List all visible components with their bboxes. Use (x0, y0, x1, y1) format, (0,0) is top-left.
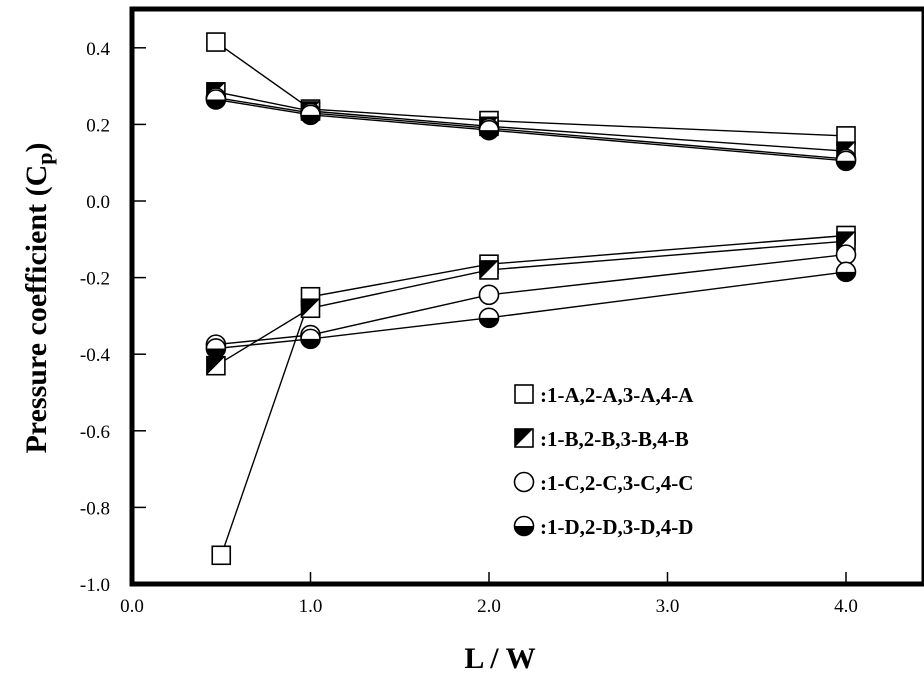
y-axis-title: Pressure coefficient (Cp) (20, 142, 57, 453)
series-line-upper-circle-open (215, 96, 847, 160)
y-tick-label: -1.0 (80, 575, 110, 596)
marker-circle-fill (479, 130, 499, 140)
data-point-upper-square-open (206, 32, 226, 52)
marker-square-fill (515, 429, 533, 447)
y-tick-label: 0.0 (86, 192, 110, 213)
legend-label: :1-C,2-C,3-C,4-C (540, 471, 693, 495)
data-point-upper-circle-half (205, 89, 227, 110)
marker-circle-fill (301, 114, 320, 125)
marker-circle-fill (836, 271, 856, 282)
data-point-upper-circle-half (835, 150, 857, 172)
series-line-upper-circle-half (215, 98, 847, 162)
data-point-lower-circle-half (300, 328, 321, 350)
data-point-lower-circle-half (205, 338, 227, 359)
data-point-lower-circle-half (835, 261, 857, 283)
y-tick-label: -0.6 (80, 422, 110, 443)
marker-circle-fill (206, 348, 226, 358)
marker-circle-fill (514, 526, 534, 536)
x-tick-label: 4.0 (834, 596, 858, 617)
data-point-lower-square-half (206, 355, 226, 376)
legend-label: :1-D,2-D,3-D,4-D (540, 515, 693, 539)
y-tick-label: -0.8 (80, 498, 110, 519)
marker-circle-fill (206, 99, 226, 110)
marker-circle-fill (479, 317, 499, 328)
y-tick-label: 0.4 (86, 39, 110, 60)
legend-marker-circle-half (513, 515, 535, 537)
legend-marker-square-half (514, 428, 534, 448)
marker-circle-fill (836, 160, 856, 171)
data-point-lower-square-half (479, 260, 499, 280)
legend-label: :1-B,2-B,3-B,4-B (540, 427, 689, 451)
series-line-upper-square-half (215, 91, 847, 152)
marker-square-fill (480, 260, 498, 279)
data-point-upper-circle-half (478, 119, 500, 141)
y-tick-label: -0.2 (80, 269, 110, 290)
series-line-lower-circle-open (215, 253, 847, 346)
legend: :1-A,2-A,3-A,4-A :1-B,2-B,3-B,4-B :1-C,2-C… (513, 383, 694, 539)
legend-label: :1-A,2-A,3-A,4-A (540, 383, 694, 407)
y-tick-label: -0.4 (80, 345, 111, 366)
markers (205, 32, 857, 566)
marker-square-fill (301, 299, 320, 318)
x-tick-label: 2.0 (477, 596, 501, 617)
x-axis-title: L / W (464, 642, 535, 675)
y-axis-title-main: Pressure coefficient (C (20, 165, 53, 454)
ticks: 0.0 1.0 2.0 3.0 4.0 0.4 0.2 0.0 -0.2 -0.4 -0.6 -0.8… (80, 39, 858, 617)
x-tick-label: 0.0 (120, 596, 144, 617)
data-point-lower-square-open (211, 545, 232, 566)
legend-marker-circle-open (513, 471, 535, 493)
marker-circle-fill (301, 338, 320, 349)
series-line-upper-square-open (215, 41, 847, 137)
data-point-lower-circle-open (478, 284, 500, 306)
data-point-lower-circle-open (835, 244, 857, 265)
series-line-lower-circle-half (215, 271, 847, 350)
y-axis-title-subscript: p (32, 152, 57, 164)
marker-square-open (206, 32, 226, 52)
marker-square-open (211, 545, 232, 566)
data-point-lower-circle-half (478, 307, 500, 329)
data-point-lower-square-half (300, 298, 321, 319)
legend-marker-square-open (514, 384, 534, 404)
marker-circle-open (835, 244, 857, 265)
y-axis-title-close: ) (20, 142, 53, 152)
series-line-lower-square-open (220, 234, 847, 556)
x-tick-label: 3.0 (656, 596, 680, 617)
series-line-lower-square-half (215, 240, 847, 367)
data-point-upper-circle-half (300, 104, 321, 126)
marker-square-open (514, 384, 534, 404)
x-tick-label: 1.0 (299, 596, 323, 617)
y-tick-label: 0.2 (86, 115, 110, 136)
marker-square-fill (206, 356, 225, 375)
marker-circle-open (478, 284, 500, 306)
series-lines (215, 41, 847, 556)
marker-circle-open (513, 471, 535, 493)
plot-frame (129, 6, 924, 587)
